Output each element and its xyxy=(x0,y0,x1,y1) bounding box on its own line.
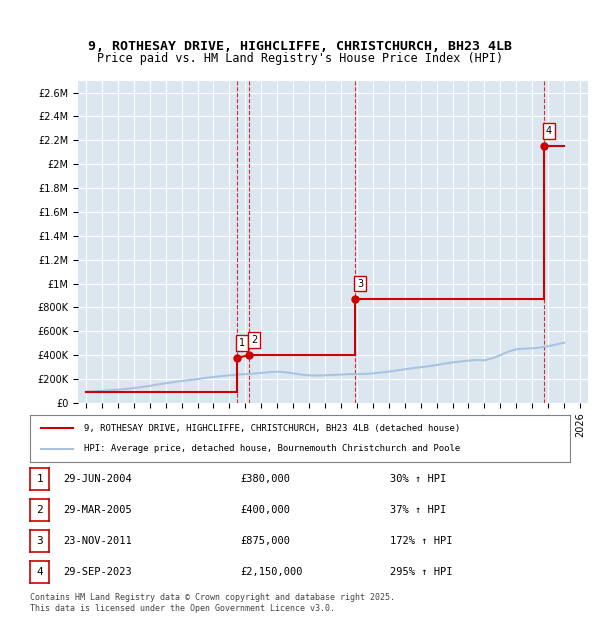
Text: £400,000: £400,000 xyxy=(240,505,290,515)
Text: 29-JUN-2004: 29-JUN-2004 xyxy=(63,474,132,484)
Text: Contains HM Land Registry data © Crown copyright and database right 2025.
This d: Contains HM Land Registry data © Crown c… xyxy=(30,593,395,613)
Text: HPI: Average price, detached house, Bournemouth Christchurch and Poole: HPI: Average price, detached house, Bour… xyxy=(84,445,460,453)
Text: £2,150,000: £2,150,000 xyxy=(240,567,302,577)
Text: 29-SEP-2023: 29-SEP-2023 xyxy=(63,567,132,577)
Text: 29-MAR-2005: 29-MAR-2005 xyxy=(63,505,132,515)
Text: 3: 3 xyxy=(36,536,43,546)
Text: 30% ↑ HPI: 30% ↑ HPI xyxy=(390,474,446,484)
Text: £875,000: £875,000 xyxy=(240,536,290,546)
Text: 37% ↑ HPI: 37% ↑ HPI xyxy=(390,505,446,515)
Text: 9, ROTHESAY DRIVE, HIGHCLIFFE, CHRISTCHURCH, BH23 4LB: 9, ROTHESAY DRIVE, HIGHCLIFFE, CHRISTCHU… xyxy=(88,40,512,53)
Text: 4: 4 xyxy=(546,126,552,136)
Text: £380,000: £380,000 xyxy=(240,474,290,484)
Text: 2: 2 xyxy=(251,335,257,345)
Text: 1: 1 xyxy=(239,338,245,348)
Text: 2: 2 xyxy=(36,505,43,515)
Text: 3: 3 xyxy=(357,278,363,288)
Text: 9, ROTHESAY DRIVE, HIGHCLIFFE, CHRISTCHURCH, BH23 4LB (detached house): 9, ROTHESAY DRIVE, HIGHCLIFFE, CHRISTCHU… xyxy=(84,424,460,433)
Text: 1: 1 xyxy=(36,474,43,484)
Text: 23-NOV-2011: 23-NOV-2011 xyxy=(63,536,132,546)
Text: 295% ↑ HPI: 295% ↑ HPI xyxy=(390,567,452,577)
Text: Price paid vs. HM Land Registry's House Price Index (HPI): Price paid vs. HM Land Registry's House … xyxy=(97,53,503,65)
Text: 4: 4 xyxy=(36,567,43,577)
Text: 172% ↑ HPI: 172% ↑ HPI xyxy=(390,536,452,546)
